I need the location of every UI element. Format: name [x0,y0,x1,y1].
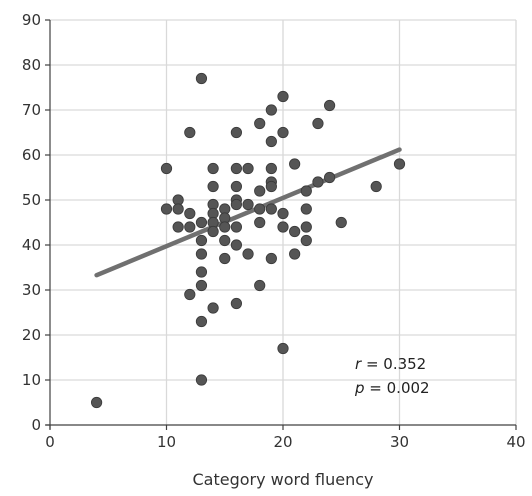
data-point [207,162,219,175]
data-point [265,252,277,265]
axis-layer [45,19,517,430]
data-point [230,126,242,139]
data-point [323,171,336,184]
r-value: = 0.352 [361,355,426,373]
data-point [277,207,289,220]
data-point [254,117,266,130]
y-tick-label: 80 [22,56,41,74]
data-point [254,216,266,229]
data-point [289,225,301,238]
y-tick-label: 30 [22,281,41,299]
data-point [230,239,242,251]
data-point [219,252,231,265]
data-point [300,203,312,215]
y-tick-label: 0 [31,416,41,434]
data-point [230,162,242,175]
trendline-layer [94,147,402,278]
data-point [289,248,301,260]
data-point [265,180,277,193]
data-point [195,72,208,85]
data-point [207,225,219,238]
data-point [195,266,208,278]
y-tick-label: 20 [22,326,41,344]
data-point [195,279,208,292]
data-point [265,162,277,175]
data-point [300,234,312,247]
x-tick-label: 10 [157,433,176,451]
data-point [195,216,208,229]
p-value: = 0.002 [365,379,430,397]
data-point [254,185,266,197]
data-point [300,221,312,233]
data-point [172,221,184,233]
data-point [300,185,312,197]
data-point [312,117,324,130]
data-point [230,180,242,193]
data-point [195,374,208,386]
data-point [323,99,336,112]
data-point [195,234,208,247]
data-point [230,297,242,310]
stat-annotation-p: p = 0.002 [354,379,430,397]
x-tick-label: 20 [273,433,292,451]
data-point [207,302,219,314]
r-symbol: r [355,355,362,373]
data-point [184,126,196,139]
data-point [195,248,208,260]
data-point [265,203,277,215]
points-layer [91,72,406,409]
y-tick-label: 50 [22,191,41,209]
data-point [277,90,289,103]
y-tick-label: 90 [22,11,41,29]
data-point [184,221,196,233]
x-tick-label: 40 [506,433,525,451]
x-axis-title: Category word fluency [192,470,373,489]
label-layer: 0 10 20 30 40 50 60 70 80 90 0 10 20 30 40 [22,11,526,451]
data-point [242,198,254,211]
data-point [160,162,173,175]
data-point [230,221,242,233]
data-point [207,180,219,193]
data-point [254,203,266,215]
data-point [242,248,254,260]
p-symbol: p [354,379,365,397]
stat-annotation-r: r = 0.352 [355,355,426,373]
y-tick-label: 40 [22,236,41,254]
data-point [160,203,173,215]
data-point [312,176,324,188]
y-tick-label: 60 [22,146,41,164]
data-point [289,158,301,170]
data-point [172,203,184,215]
data-point [265,104,277,116]
data-point [277,221,289,233]
data-point [242,162,254,175]
y-tick-label: 70 [22,101,41,119]
y-tick-label: 10 [22,371,41,389]
data-point [335,216,347,229]
data-point [370,180,382,193]
data-point [277,126,289,139]
data-point [219,234,231,247]
data-point [277,342,289,355]
data-point [219,221,231,233]
data-point [184,207,196,220]
data-point [91,396,103,409]
data-point [230,198,242,211]
x-tick-label: 30 [390,433,409,451]
data-point [195,315,208,328]
x-tick-label: 0 [45,433,55,451]
data-point [393,158,406,170]
data-point [265,135,277,148]
data-point [254,279,266,292]
regression-line [94,147,402,278]
data-point [184,288,196,301]
